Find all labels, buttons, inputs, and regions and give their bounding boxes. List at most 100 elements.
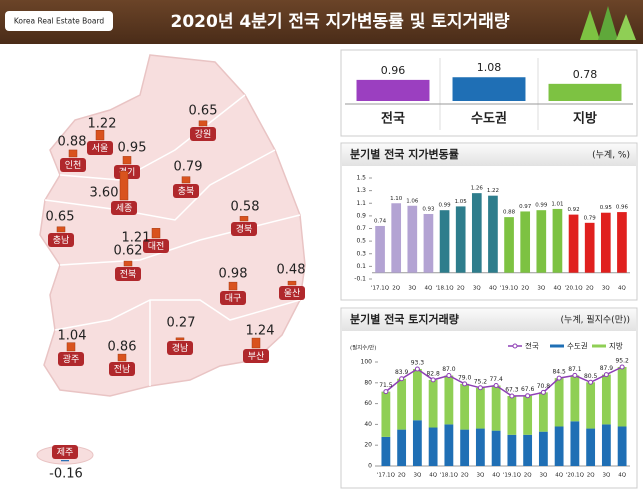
point [383, 389, 389, 395]
region-tag [220, 291, 246, 305]
point [462, 381, 468, 387]
region-value: 0.65 [189, 104, 218, 119]
logo-box [5, 11, 113, 31]
region-tag [48, 233, 74, 247]
value-label: 1.22 [487, 188, 499, 194]
bar-segment [444, 375, 454, 425]
region-name: 세종 [116, 203, 133, 214]
value-label: 0.95 [600, 205, 613, 211]
page-title: 2020년 4분기 전국 지가변동률 및 토지거래량 [171, 12, 510, 32]
region-value: 1.04 [58, 329, 87, 344]
value-label: 0.99 [535, 203, 548, 209]
x-tick-label: 4Q [618, 473, 626, 479]
value-label: 0.97 [519, 204, 532, 210]
legend-label: 전국 [525, 341, 539, 351]
value-label: 71.5 [379, 382, 393, 389]
category-label: 지방 [573, 111, 597, 127]
x-tick-label: 4Q [618, 286, 626, 292]
region-bar [287, 280, 297, 286]
bar [552, 208, 563, 273]
x-tick-label: 3Q [473, 286, 481, 292]
bar [617, 212, 627, 273]
region-value: 0.62 [114, 244, 143, 259]
region-name: 대전 [148, 241, 165, 252]
bar-segment [460, 429, 470, 466]
region-bar [117, 353, 127, 362]
bar-segment [586, 428, 596, 466]
region-value: 0.65 [46, 210, 75, 225]
y-tick-label: 0.5 [356, 238, 366, 245]
value-label: 1.06 [406, 198, 419, 204]
y-tick-label: 100 [361, 359, 373, 366]
region-bar [95, 129, 105, 141]
bar-segment [491, 430, 501, 466]
value-label: 87.0 [442, 366, 456, 373]
bar [548, 83, 622, 101]
region-bar [228, 281, 238, 291]
value-label: 67.6 [521, 386, 535, 393]
bar-segment [397, 378, 407, 430]
category-label: 전국 [381, 111, 405, 127]
bar [375, 225, 385, 273]
bar-segment [397, 429, 407, 466]
point [619, 364, 625, 370]
region-name: 대구 [225, 293, 242, 304]
value-label: 82.8 [426, 370, 440, 377]
y-tick-label: 1.3 [356, 187, 366, 194]
region-value: 1.22 [88, 117, 117, 132]
x-tick-label: 3Q [539, 473, 547, 479]
region-bar [61, 460, 69, 462]
x-tick-label: '17.1Q [371, 286, 390, 292]
region-bar [56, 226, 66, 233]
point [509, 393, 515, 399]
y-tick-label: 80 [364, 379, 372, 386]
region-tag [115, 267, 141, 281]
region-tag [111, 201, 137, 215]
region-tag [231, 222, 257, 236]
region-name: 울산 [284, 288, 301, 299]
region-bar [119, 170, 129, 201]
point [477, 385, 483, 391]
region-tag [173, 184, 199, 198]
bar-segment [428, 427, 438, 466]
value-label: 75.2 [474, 378, 488, 385]
point [556, 375, 562, 381]
panel-header [342, 144, 636, 166]
x-tick-label: 2Q [461, 473, 469, 479]
value-label: 87.1 [568, 366, 582, 373]
region-bar [151, 228, 161, 239]
legend-swatch [512, 343, 518, 349]
x-tick-label: 2Q [521, 286, 529, 292]
bar-segment [491, 385, 501, 431]
region-tag [243, 349, 269, 363]
region-name: 제주 [57, 447, 74, 458]
bar [488, 195, 498, 273]
value-label: 84.5 [552, 369, 566, 376]
x-tick-label: '17.1Q [377, 473, 396, 479]
x-tick-label: '19.1Q [503, 473, 522, 479]
bar-segment [523, 395, 533, 435]
region-name: 서울 [92, 143, 109, 154]
point [430, 377, 436, 383]
value-label: 1.01 [551, 201, 563, 207]
chart-title: 분기별 전국 지가변동률 [350, 147, 459, 161]
x-tick-label: 3Q [413, 473, 421, 479]
point [540, 389, 546, 395]
region-value: 0.98 [219, 267, 248, 282]
region-name: 경남 [172, 342, 189, 354]
point [572, 372, 578, 378]
line [385, 366, 623, 397]
bar-segment [570, 421, 580, 466]
bar-segment [538, 392, 548, 432]
bar-segment [475, 387, 485, 429]
value-label: 1.26 [471, 186, 484, 192]
region-bar [123, 260, 133, 267]
bar-segment [381, 436, 391, 466]
y-tick-label: 1.1 [356, 200, 366, 207]
bar [356, 79, 430, 101]
point [414, 366, 420, 372]
value-label: 1.05 [455, 199, 468, 205]
value-label: 80.5 [584, 373, 598, 380]
region-value: 0.58 [231, 200, 260, 215]
value-label: 93.3 [411, 359, 425, 366]
